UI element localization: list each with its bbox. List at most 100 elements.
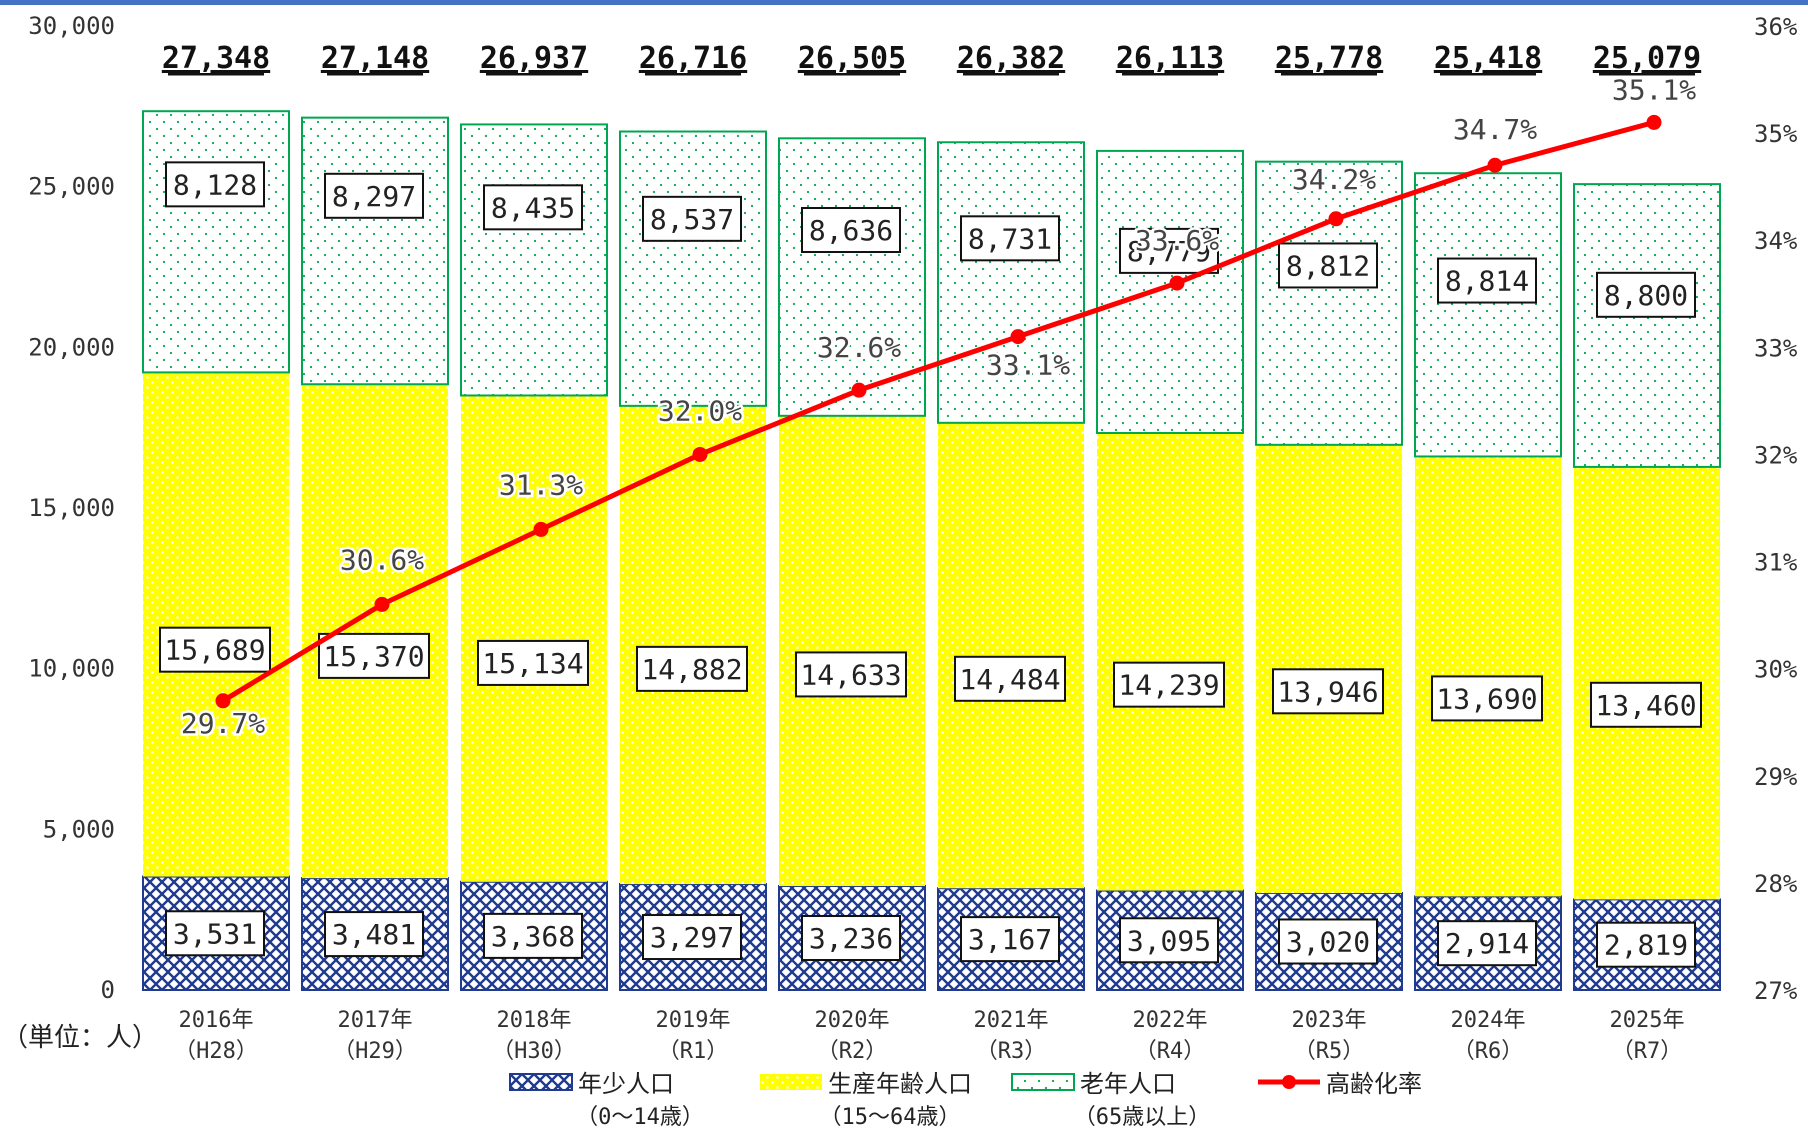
segment-label-box xyxy=(483,184,583,231)
x-category-sublabel: （H29） xyxy=(333,1039,417,1064)
total-underline xyxy=(1440,73,1536,76)
segment-label-box xyxy=(1431,675,1543,722)
segment-value-label: 13,690 xyxy=(1436,682,1537,715)
legend-item: 生産年齢人口 （15～64歳） xyxy=(760,1070,972,1130)
aging-rate-label: 30.6% xyxy=(340,543,424,576)
legend-label: 高齢化率 xyxy=(1326,1070,1422,1098)
total-label: 26,505 xyxy=(798,41,906,76)
segment-label-box xyxy=(477,639,589,686)
segment-value-label: 8,128 xyxy=(173,168,257,201)
aging-rate-label: 33.1% xyxy=(986,349,1070,382)
segment-value-label: 3,167 xyxy=(968,923,1052,956)
x-category-label: 2024年 xyxy=(1451,1008,1526,1033)
segment-label-box xyxy=(1596,271,1696,318)
segment-label-box xyxy=(1278,242,1378,289)
segment-value-label: 14,239 xyxy=(1118,669,1219,702)
segment-value-label: 14,882 xyxy=(641,653,742,686)
y2-tick-label: 32% xyxy=(1754,441,1798,469)
total-label: 26,716 xyxy=(639,41,747,76)
segment-label-group: 8,800 xyxy=(1596,271,1696,318)
y2-tick-label: 30% xyxy=(1754,656,1798,684)
segment-label-group: 8,731 xyxy=(960,215,1060,262)
segment-label-group: 8,128 xyxy=(165,161,265,208)
segment-value-label: 3,095 xyxy=(1127,924,1211,957)
segment-label-box xyxy=(165,910,265,957)
segment-label-group: 3,531 xyxy=(165,910,265,957)
segment-label-box xyxy=(1272,668,1384,715)
segment-label-box xyxy=(1437,920,1537,967)
legend-swatch xyxy=(1011,1073,1075,1091)
aging-rate-label: 35.1% xyxy=(1612,73,1696,106)
total-label: 26,113 xyxy=(1116,41,1224,76)
segment-label-box xyxy=(1278,918,1378,965)
bar-segment xyxy=(1096,149,1244,435)
segment-label-group: 8,812 xyxy=(1278,242,1378,289)
aging-rate-label: 32.0% xyxy=(658,394,742,427)
y2-tick-label: 31% xyxy=(1754,549,1798,577)
segment-label-box xyxy=(636,645,748,692)
total-label: 27,348 xyxy=(162,41,270,76)
segment-label-group: 13,460 xyxy=(1590,681,1702,728)
segment-label-group: 14,484 xyxy=(954,655,1066,702)
x-category-sublabel: （R7） xyxy=(1612,1039,1683,1064)
aging-rate-label: 31.3% xyxy=(499,468,583,501)
x-category-sublabel: （H30） xyxy=(492,1039,576,1064)
legend-item: 老年人口 （65歳以上） xyxy=(1011,1070,1210,1130)
segment-label-box xyxy=(318,632,430,679)
segment-label-box xyxy=(642,914,742,961)
total-label: 27,148 xyxy=(321,41,429,76)
segment-label-box xyxy=(1596,921,1696,968)
aging-rate-point xyxy=(1328,211,1344,227)
legend-sublabel: （15～64歳） xyxy=(820,1105,961,1130)
legend-item: 年少人口 （0～14歳） xyxy=(509,1070,704,1130)
segment-label-box xyxy=(642,195,742,242)
total-underline xyxy=(645,73,741,76)
segment-label-box xyxy=(159,626,271,673)
top-accent-line xyxy=(0,0,1808,5)
segment-label-group: 15,689 xyxy=(159,626,271,673)
segment-label-box xyxy=(324,911,424,958)
segment-label-group: 15,370 xyxy=(318,632,430,679)
y-tick-label: 15,000 xyxy=(28,494,115,522)
total-underline xyxy=(1122,73,1218,76)
segment-label-box xyxy=(1590,681,1702,728)
total-label: 25,418 xyxy=(1434,41,1542,76)
y-tick-label: 25,000 xyxy=(28,173,115,201)
aging-rate-point xyxy=(851,382,867,398)
aging-rate-point xyxy=(692,446,708,462)
total-underline xyxy=(327,73,423,76)
bar-segment xyxy=(620,405,766,885)
segment-label-group: 3,236 xyxy=(801,915,901,962)
segment-value-label: 3,297 xyxy=(650,921,734,954)
total-label: 25,778 xyxy=(1275,41,1383,76)
y2-tick-label: 29% xyxy=(1754,763,1798,791)
segment-value-label: 2,819 xyxy=(1604,929,1688,962)
segment-value-label: 15,370 xyxy=(323,640,424,673)
segment-value-label: 8,297 xyxy=(332,180,416,213)
segment-label-group: 8,636 xyxy=(801,207,901,254)
aging-rate-point xyxy=(215,693,231,709)
bar-segment xyxy=(461,395,607,882)
legend-label: 生産年齢人口 xyxy=(828,1070,972,1098)
x-category-sublabel: （R3） xyxy=(976,1039,1047,1064)
bar-segment xyxy=(619,130,767,407)
unit-label: （単位：人） xyxy=(2,1023,158,1053)
segment-label-box xyxy=(795,651,907,698)
segment-label-box xyxy=(960,215,1060,262)
segment-value-label: 15,134 xyxy=(482,647,583,680)
segment-label-box xyxy=(165,161,265,208)
segment-label-box xyxy=(1437,257,1537,304)
y2-tick-label: 34% xyxy=(1754,227,1798,255)
aging-rate-line xyxy=(221,119,1655,703)
segment-label-group: 8,537 xyxy=(642,195,742,242)
segment-label-group: 8,297 xyxy=(324,172,424,219)
segment-label-box xyxy=(954,655,1066,702)
aging-rate-label: 34.7% xyxy=(1453,113,1537,146)
segment-value-label: 8,731 xyxy=(968,222,1052,255)
bar-segment xyxy=(142,110,290,374)
aging-rate-point xyxy=(1010,329,1026,345)
x-category-label: 2025年 xyxy=(1610,1008,1685,1033)
bar-segment xyxy=(460,123,608,397)
segment-label-group: 8,814 xyxy=(1437,257,1537,304)
